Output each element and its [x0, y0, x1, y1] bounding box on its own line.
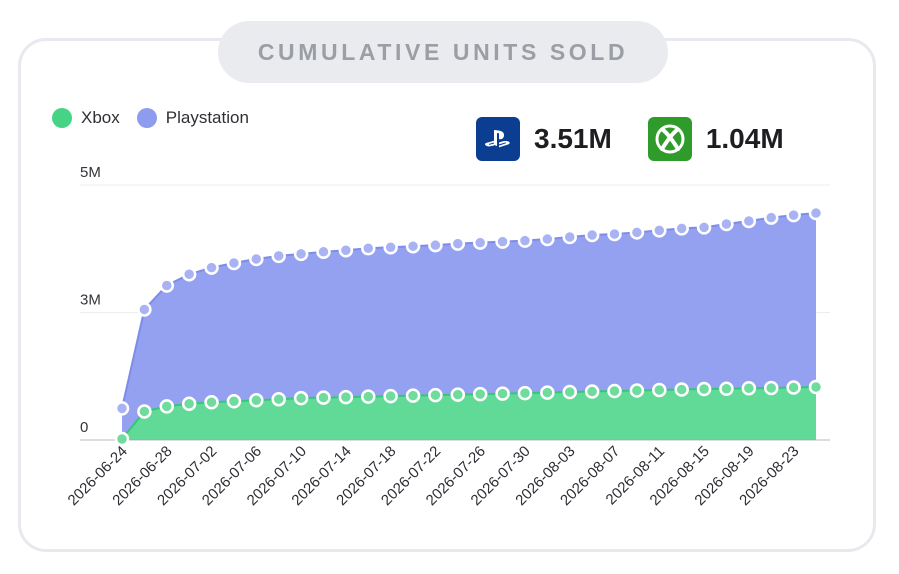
playstation-point	[450, 236, 466, 251]
legend-label-xbox: Xbox	[81, 108, 120, 127]
y-tick-label: 0	[80, 419, 88, 436]
xbox-point	[696, 381, 712, 397]
playstation-point	[652, 223, 667, 238]
xbox-point	[361, 389, 376, 404]
kpi-summary: 3.51M 1.04M	[476, 117, 784, 161]
playstation-point	[517, 233, 533, 248]
playstation-point	[226, 255, 242, 271]
xbox-point	[629, 383, 645, 398]
xbox-point	[495, 386, 510, 401]
legend-item-playstation[interactable]: Playstation	[136, 108, 249, 128]
xbox-point	[114, 431, 130, 447]
playstation-point	[249, 251, 264, 267]
kpi-playstation-value: 3.51M	[534, 123, 612, 154]
legend-item-xbox[interactable]: Xbox	[52, 108, 120, 128]
xbox-point	[405, 388, 421, 403]
playstation-point	[719, 216, 734, 232]
playstation-point	[293, 246, 309, 262]
playstation-point	[137, 302, 152, 317]
playstation-area	[122, 213, 816, 439]
xbox-point	[741, 380, 757, 396]
playstation-point	[338, 243, 354, 258]
playstation-point	[271, 248, 286, 264]
playstation-point	[383, 239, 398, 255]
legend-label-playstation: Playstation	[165, 108, 249, 127]
xbox-point	[137, 404, 152, 419]
playstation-logo-icon	[476, 117, 520, 161]
xbox-point	[316, 390, 331, 405]
kpi-xbox: 1.04M	[647, 117, 784, 161]
xbox-point	[540, 385, 555, 400]
xbox-point	[472, 386, 488, 402]
xbox-point	[517, 385, 533, 401]
legend: Xbox Playstation	[52, 108, 266, 128]
chart-title: CUMULATIVE UNITS SOLD	[218, 21, 668, 83]
playstation-point	[584, 227, 600, 243]
playstation-point	[159, 278, 175, 293]
playstation-point	[540, 231, 555, 247]
playstation-point	[786, 207, 801, 223]
xbox-point	[674, 382, 689, 397]
playstation-point	[472, 235, 488, 250]
playstation-point	[114, 401, 130, 416]
y-tick-label: 5M	[80, 164, 101, 181]
xbox-point	[607, 383, 622, 399]
playstation-point	[361, 240, 376, 256]
xbox-point	[226, 393, 242, 409]
xbox-point	[652, 382, 667, 398]
playstation-point	[181, 267, 197, 282]
kpi-xbox-value: 1.04M	[705, 123, 784, 154]
playstation-point	[204, 260, 219, 275]
xbox-point	[159, 399, 175, 414]
playstation-point	[808, 205, 824, 221]
playstation-point	[607, 226, 622, 242]
playstation-point	[495, 234, 510, 249]
xbox-point	[338, 389, 354, 405]
y-tick-label: 3M	[80, 292, 101, 309]
playstation-point	[405, 238, 421, 254]
playstation-point	[562, 229, 577, 245]
kpi-playstation: 3.51M	[476, 117, 612, 161]
xbox-point	[293, 390, 309, 406]
xbox-point	[450, 387, 466, 402]
playstation-point	[428, 237, 443, 253]
playstation-point	[316, 244, 331, 260]
xbox-point	[719, 381, 734, 396]
xbox-point	[808, 379, 824, 395]
playstation-point	[763, 210, 779, 225]
xbox-point	[428, 387, 443, 403]
playstation-point	[629, 225, 645, 240]
xbox-point	[249, 392, 264, 408]
xbox-logo-icon	[647, 117, 692, 161]
playstation-point	[674, 221, 689, 236]
xbox-point	[271, 391, 286, 407]
playstation-point	[741, 213, 757, 229]
legend-swatch-playstation	[136, 108, 157, 128]
legend-swatch-xbox	[52, 108, 72, 128]
xbox-point	[763, 380, 779, 396]
xbox-point	[584, 384, 600, 399]
xbox-point	[181, 396, 197, 412]
playstation-point	[696, 220, 712, 235]
xbox-point	[204, 395, 219, 410]
xbox-point	[383, 388, 398, 404]
xbox-point	[786, 380, 801, 395]
xbox-point	[562, 384, 577, 400]
